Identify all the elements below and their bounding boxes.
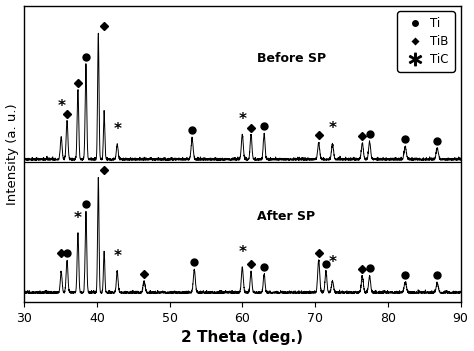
Text: After SP: After SP <box>257 210 315 223</box>
Text: *: * <box>113 122 121 137</box>
X-axis label: 2 Theta (deg.): 2 Theta (deg.) <box>182 330 303 345</box>
Text: *: * <box>238 245 246 260</box>
Text: *: * <box>238 112 246 127</box>
Text: *: * <box>57 99 65 113</box>
Y-axis label: Intensity (a. u.): Intensity (a. u.) <box>6 103 18 205</box>
Text: *: * <box>74 211 82 226</box>
Text: *: * <box>328 121 337 137</box>
Legend: Ti, TiB, TiC: Ti, TiB, TiC <box>397 12 455 72</box>
Text: Before SP: Before SP <box>257 52 326 65</box>
Text: *: * <box>328 256 337 271</box>
Text: *: * <box>113 249 121 264</box>
